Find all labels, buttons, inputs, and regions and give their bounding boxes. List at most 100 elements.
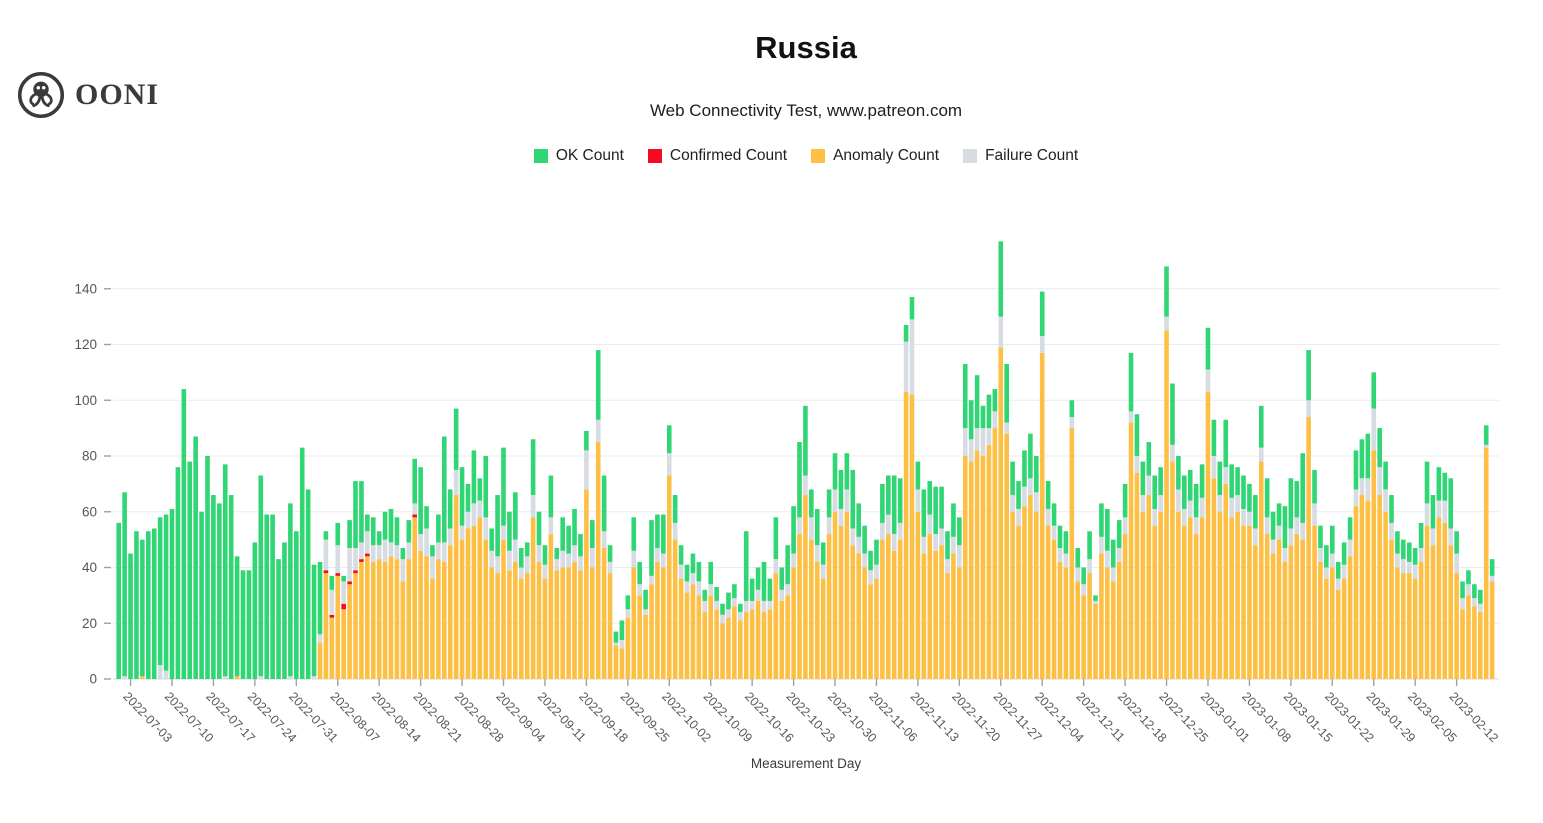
ok-count-bar[interactable] — [211, 495, 216, 679]
ok-count-bar[interactable] — [489, 528, 494, 551]
ok-count-bar[interactable] — [1063, 531, 1069, 554]
anomaly-count-bar[interactable] — [986, 444, 992, 679]
ok-count-bar[interactable] — [779, 567, 785, 590]
failure-count-bar[interactable] — [1424, 503, 1430, 526]
ok-count-bar[interactable] — [560, 517, 565, 551]
confirmed-count-bar[interactable] — [329, 614, 335, 618]
failure-count-bar[interactable] — [951, 536, 956, 554]
anomaly-count-bar[interactable] — [814, 561, 820, 679]
failure-count-bar[interactable] — [607, 561, 613, 574]
ok-count-bar[interactable] — [288, 503, 293, 677]
failure-count-bar[interactable] — [548, 517, 554, 535]
failure-count-bar[interactable] — [897, 522, 903, 540]
ok-count-bar[interactable] — [311, 564, 317, 677]
failure-count-bar[interactable] — [311, 676, 317, 679]
failure-count-bar[interactable] — [447, 528, 453, 546]
failure-count-bar[interactable] — [779, 589, 785, 601]
ok-count-bar[interactable] — [1359, 439, 1365, 479]
ok-count-bar[interactable] — [1022, 450, 1027, 487]
ok-count-bar[interactable] — [690, 553, 696, 574]
confirmed-count-bar[interactable] — [347, 581, 352, 585]
ok-count-bar[interactable] — [578, 534, 583, 557]
anomaly-count-bar[interactable] — [720, 623, 725, 679]
failure-count-bar[interactable] — [1377, 467, 1382, 496]
ok-count-bar[interactable] — [554, 547, 560, 560]
ok-count-bar[interactable] — [270, 514, 275, 679]
failure-count-bar[interactable] — [1045, 508, 1051, 526]
ok-count-bar[interactable] — [518, 547, 524, 568]
ok-count-bar[interactable] — [678, 545, 684, 565]
anomaly-count-bar[interactable] — [755, 600, 761, 679]
failure-count-bar[interactable] — [661, 553, 666, 568]
failure-count-bar[interactable] — [850, 528, 856, 546]
anomaly-count-bar[interactable] — [1270, 553, 1276, 679]
anomaly-count-bar[interactable] — [891, 550, 897, 679]
failure-count-bar[interactable] — [613, 642, 619, 646]
ok-count-bar[interactable] — [820, 542, 826, 565]
anomaly-count-bar[interactable] — [927, 534, 933, 679]
anomaly-count-bar[interactable] — [968, 461, 974, 679]
ok-count-bar[interactable] — [276, 559, 281, 679]
anomaly-count-bar[interactable] — [743, 612, 749, 679]
failure-count-bar[interactable] — [1075, 567, 1081, 582]
ok-count-bar[interactable] — [1448, 478, 1453, 529]
anomaly-count-bar[interactable] — [507, 570, 512, 679]
ok-count-bar[interactable] — [590, 520, 595, 548]
ok-count-bar[interactable] — [1081, 567, 1086, 585]
failure-count-bar[interactable] — [820, 564, 826, 579]
ok-count-bar[interactable] — [1401, 539, 1406, 560]
anomaly-count-bar[interactable] — [1318, 561, 1323, 679]
failure-count-bar[interactable] — [406, 542, 412, 560]
ok-count-bar[interactable] — [584, 430, 589, 451]
ok-count-bar[interactable] — [702, 589, 708, 601]
failure-count-bar[interactable] — [394, 545, 400, 560]
anomaly-count-bar[interactable] — [1353, 506, 1359, 679]
ok-count-bar[interactable] — [1187, 469, 1193, 501]
failure-count-bar[interactable] — [1134, 456, 1140, 473]
failure-count-bar[interactable] — [501, 525, 506, 540]
failure-count-bar[interactable] — [513, 539, 518, 562]
anomaly-count-bar[interactable] — [495, 573, 500, 679]
failure-count-bar[interactable] — [1016, 508, 1021, 526]
ok-count-bar[interactable] — [1347, 517, 1353, 540]
ok-count-bar[interactable] — [1176, 456, 1181, 490]
ok-count-bar[interactable] — [1353, 450, 1359, 490]
failure-count-bar[interactable] — [1489, 575, 1495, 582]
anomaly-count-bar[interactable] — [1140, 511, 1146, 679]
ok-count-bar[interactable] — [572, 508, 577, 546]
anomaly-count-bar[interactable] — [1235, 511, 1240, 679]
anomaly-count-bar[interactable] — [826, 534, 832, 679]
ok-count-bar[interactable] — [234, 556, 240, 677]
ok-count-bar[interactable] — [1460, 581, 1465, 599]
anomaly-count-bar[interactable] — [874, 578, 879, 679]
ok-count-bar[interactable] — [1365, 433, 1371, 479]
anomaly-count-bar[interactable] — [625, 617, 631, 679]
ok-count-bar[interactable] — [400, 547, 406, 560]
failure-count-bar[interactable] — [643, 609, 648, 615]
ok-count-bar[interactable] — [643, 589, 648, 610]
anomaly-count-bar[interactable] — [1466, 595, 1471, 679]
ok-count-bar[interactable] — [1253, 495, 1258, 529]
ok-count-bar[interactable] — [1247, 483, 1252, 512]
ok-count-bar[interactable] — [483, 456, 489, 518]
failure-count-bar[interactable] — [1193, 517, 1199, 535]
anomaly-count-bar[interactable] — [767, 609, 773, 679]
anomaly-count-bar[interactable] — [1365, 500, 1371, 679]
ok-count-bar[interactable] — [696, 561, 702, 582]
ok-count-bar[interactable] — [305, 489, 311, 679]
ok-count-bar[interactable] — [1466, 570, 1471, 585]
anomaly-count-bar[interactable] — [418, 550, 423, 679]
ok-count-bar[interactable] — [294, 531, 299, 679]
failure-count-bar[interactable] — [1241, 508, 1246, 526]
ok-count-bar[interactable] — [459, 467, 465, 526]
anomaly-count-bar[interactable] — [1093, 603, 1098, 679]
ok-count-bar[interactable] — [1472, 584, 1477, 599]
anomaly-count-bar[interactable] — [1057, 561, 1063, 679]
ok-count-bar[interactable] — [661, 514, 666, 554]
failure-count-bar[interactable] — [601, 531, 607, 548]
anomaly-count-bar[interactable] — [465, 528, 471, 679]
anomaly-count-bar[interactable] — [1276, 539, 1282, 679]
ok-count-bar[interactable] — [524, 542, 530, 557]
ok-count-bar[interactable] — [1093, 595, 1098, 601]
anomaly-count-bar[interactable] — [1010, 511, 1015, 679]
